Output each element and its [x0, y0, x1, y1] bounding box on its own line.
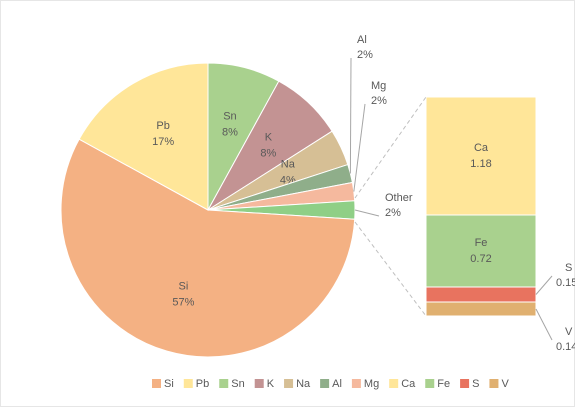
bar-label: S	[565, 262, 572, 274]
legend-label: K	[267, 378, 275, 390]
legend-swatch	[219, 379, 229, 388]
bar-value: 0.15	[556, 277, 575, 289]
slice-label: Na	[281, 158, 296, 170]
bar-segment	[425, 301, 537, 317]
legend-label: Pb	[196, 378, 209, 390]
bar-segment	[425, 214, 537, 288]
legend-swatch	[425, 379, 435, 388]
bar-label: Fe	[475, 237, 488, 249]
pie-slice	[78, 62, 209, 211]
legend-label: Sn	[231, 378, 244, 390]
legend-swatch	[489, 379, 499, 388]
bar-segment	[425, 96, 537, 216]
legend-label: V	[501, 378, 509, 390]
bar-label: Ca	[474, 142, 489, 154]
legend-swatch	[320, 379, 330, 388]
leader-line	[349, 57, 352, 174]
slice-value: 2%	[371, 95, 387, 107]
legend-label: Al	[332, 378, 342, 390]
legend-swatch	[152, 379, 161, 388]
legend-swatch	[284, 379, 294, 388]
slice-label: Si	[179, 281, 189, 293]
slice-label: Sn	[223, 110, 236, 122]
legend-swatch	[389, 379, 399, 388]
bar-value: 1.18	[470, 158, 491, 170]
slice-value: 2%	[357, 49, 373, 61]
slice-value: 2%	[385, 207, 401, 219]
legend-label: S	[472, 378, 479, 390]
slice-label: Pb	[156, 120, 169, 132]
legend-swatch	[351, 379, 361, 388]
legend-label: Mg	[364, 378, 379, 390]
slice-label: Al	[357, 34, 367, 46]
legend-swatch	[460, 379, 470, 388]
slice-label: Other	[385, 192, 413, 204]
leader-line	[535, 308, 553, 341]
legend-swatch	[183, 379, 193, 388]
legend-label: Si	[164, 378, 174, 390]
bar-value: 0.14	[556, 341, 575, 353]
legend-label: Ca	[401, 378, 416, 390]
connector	[354, 221, 427, 317]
leader-line	[535, 275, 553, 295]
slice-value: 57%	[172, 297, 194, 309]
leader-line	[353, 103, 366, 192]
slice-value: 17%	[152, 136, 174, 148]
legend-label: Fe	[437, 378, 450, 390]
slice-label: Mg	[371, 80, 386, 92]
slice-label: K	[265, 132, 273, 144]
bar-segment	[425, 286, 537, 303]
legend-swatch	[254, 379, 264, 388]
slice-value: 8%	[222, 126, 238, 138]
slice-value: 8%	[260, 148, 276, 160]
legend-label: Na	[296, 378, 311, 390]
leader-line	[354, 209, 380, 217]
pie-slice	[60, 138, 356, 358]
bar-value: 0.72	[470, 253, 491, 265]
bar-label: V	[565, 326, 573, 338]
